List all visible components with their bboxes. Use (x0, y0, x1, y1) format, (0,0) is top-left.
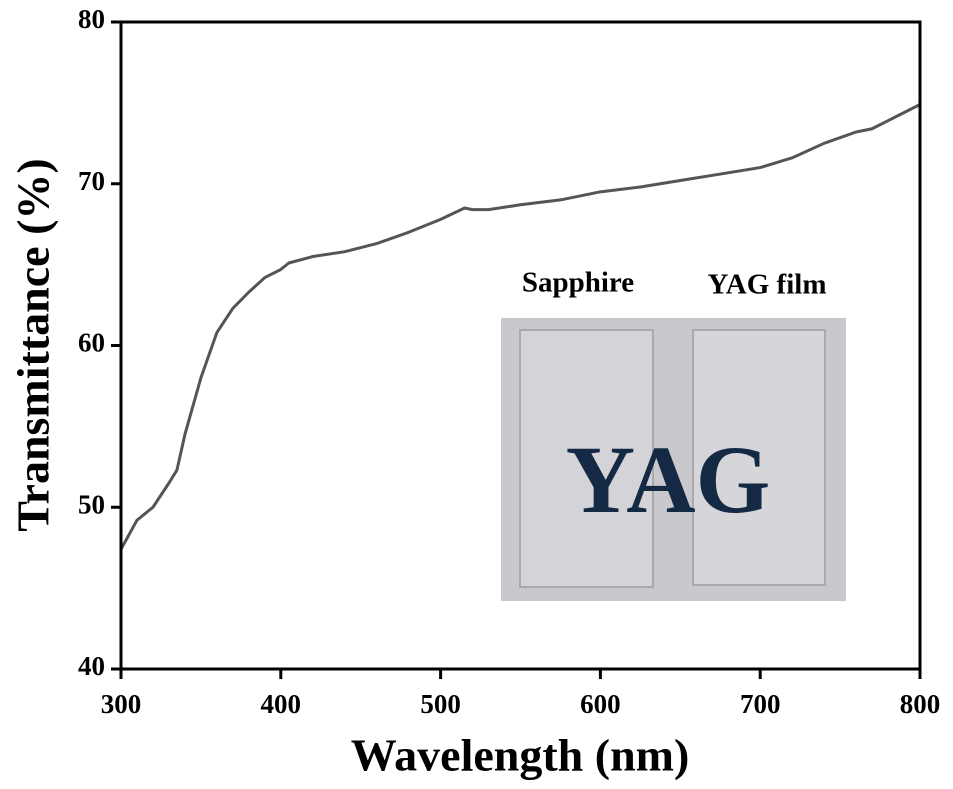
x-tick-label: 300 (101, 689, 142, 719)
annotation: Sapphire (522, 267, 634, 299)
data-line (119, 103, 921, 551)
x-tick-label: 400 (261, 689, 302, 719)
x-tick-label: 800 (900, 689, 941, 719)
y-axis-label: Transmittance (%) (8, 158, 59, 531)
x-axis-label: Wavelength (nm) (351, 730, 690, 781)
annotation: YAG (566, 426, 771, 533)
inset-photo (501, 318, 846, 601)
x-tick-label: 500 (420, 689, 461, 719)
yag-slide (692, 329, 826, 586)
x-tick-label: 700 (740, 689, 781, 719)
x-tick-label: 600 (580, 689, 621, 719)
y-tick-label: 60 (78, 328, 105, 358)
y-tick-label: 80 (78, 4, 105, 34)
annotation: YAG film (708, 269, 827, 301)
sapphire-slide (519, 329, 654, 588)
y-tick-label: 70 (78, 166, 105, 196)
plot-frame (119, 20, 922, 671)
y-tick-label: 50 (78, 489, 105, 519)
y-tick-label: 40 (78, 651, 105, 681)
